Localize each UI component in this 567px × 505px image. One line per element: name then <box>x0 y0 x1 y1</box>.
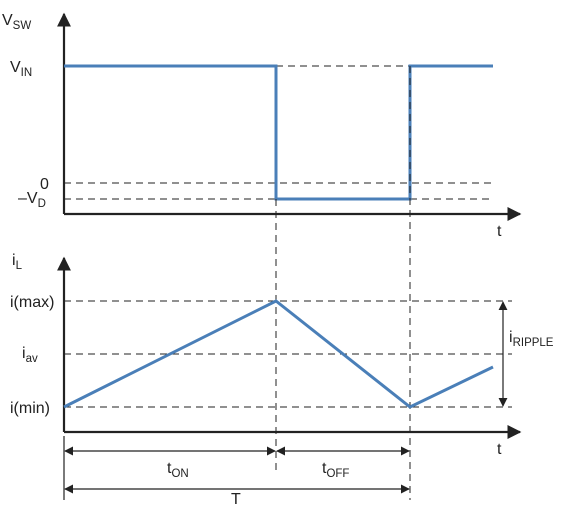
ton-label: tON <box>167 460 189 480</box>
timing-dimensions: tON tOFF T <box>63 436 410 505</box>
il-iav-label: iav <box>22 345 38 365</box>
il-y-axis-label: iL <box>12 252 23 272</box>
toff-label: tOFF <box>322 460 349 480</box>
ripple-label: iRIPPLE <box>509 329 554 349</box>
il-imax-label: i(max) <box>10 294 54 311</box>
vsw-plot: VSW t VIN 0 –VD <box>2 12 522 240</box>
il-plot: iL t i(max) iav i(min) iRIPPLE <box>10 252 554 458</box>
vsw-vin-label: VIN <box>10 59 32 79</box>
period-label: T <box>231 491 241 505</box>
il-x-axis-label: t <box>497 441 502 458</box>
il-waveform <box>63 299 494 409</box>
vsw-neg-vd-label: –VD <box>18 190 46 210</box>
vsw-x-axis-label: t <box>497 223 502 240</box>
vsw-y-axis-label: VSW <box>2 12 31 32</box>
vsw-waveform <box>64 64 493 201</box>
il-imin-label: i(min) <box>10 400 50 417</box>
vsw-zero-label: 0 <box>40 176 49 193</box>
